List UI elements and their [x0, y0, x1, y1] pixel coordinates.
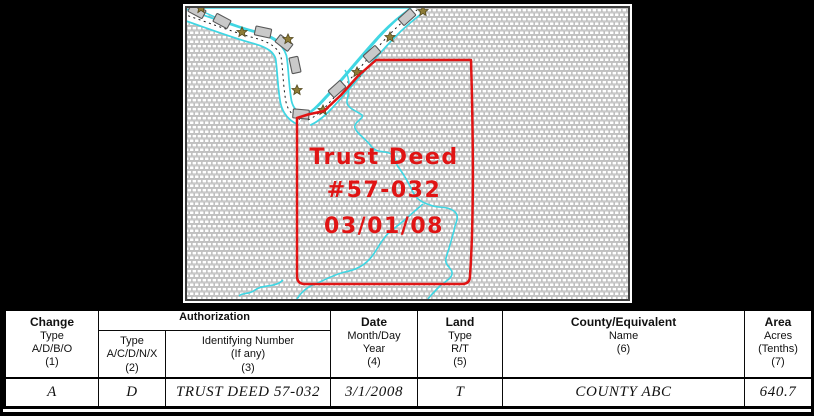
land-record-table: Change Type A/D/B/O (1) Authorization Da… [3, 308, 814, 409]
parcel-annotation: Trust Deed #57-032 03/01/08 [309, 145, 458, 239]
header-area-title: Area [764, 315, 792, 329]
annotation-line-3: 03/01/08 [324, 214, 444, 239]
header-auth-type: Type A/C/D/N/X (2) [98, 330, 166, 379]
header-land-type: Land Type R/T (5) [417, 309, 504, 379]
map-canvas: Trust Deed #57-032 03/01/08 [187, 8, 628, 299]
header-land-num: (5) [453, 356, 467, 369]
header-land-line3: R/T [451, 343, 469, 356]
header-county-name: County/Equivalent Name (6) [502, 309, 746, 379]
cell-date: 3/1/2008 [330, 377, 419, 408]
header-date: Date Month/Day Year (4) [330, 309, 419, 379]
header-county-num: (6) [616, 343, 631, 356]
map-figure: Trust Deed #57-032 03/01/08 [183, 4, 632, 303]
annotation-line-1: Trust Deed [309, 145, 458, 170]
terrain-pattern [187, 8, 628, 299]
header-auth-type-line2: A/C/D/N/X [106, 348, 158, 361]
header-change-line3: A/D/B/O [31, 343, 73, 356]
header-identifying-number: Identifying Number (If any) (3) [164, 330, 332, 379]
header-land-line2: Type [448, 329, 472, 342]
header-identifying-num: (3) [241, 361, 255, 374]
header-area: Area Acres (Tenths) (7) [744, 309, 814, 379]
road-centerline [187, 14, 302, 121]
header-change-line2: Type [40, 329, 64, 342]
header-area-line3: (Tenths) [758, 343, 798, 356]
header-date-title: Date [361, 315, 388, 329]
cell-auth-type: D [98, 377, 166, 408]
header-county-line2: Name [608, 329, 639, 342]
header-change-num: (1) [45, 356, 59, 369]
header-area-line2: Acres [763, 329, 793, 342]
record-row: A D TRUST DEED 57-032 3/1/2008 T COUNTY … [4, 377, 814, 408]
parcel-outline [295, 58, 474, 286]
cell-change-type: A [4, 377, 99, 408]
cell-identifying-number: TRUST DEED 57-032 [164, 377, 332, 408]
annotation-line-2: #57-032 [327, 178, 442, 203]
header-identifying-line2: (If any) [230, 348, 266, 361]
header-auth-type-line1: Type [120, 335, 144, 347]
header-county-title: County/Equivalent [570, 315, 677, 329]
header-date-line2: Month/Day [347, 329, 401, 342]
cell-land-type: T [417, 377, 504, 408]
header-authorization: Authorization [97, 309, 332, 331]
road-left [187, 8, 305, 126]
header-date-line3: Year [362, 343, 386, 356]
header-identifying-line1: Identifying Number [201, 335, 295, 347]
header-date-num: (4) [367, 356, 381, 369]
map-border: Trust Deed #57-032 03/01/08 [185, 6, 630, 301]
cell-county-name: COUNTY ABC [502, 377, 746, 408]
header-change-type: Change Type A/D/B/O (1) [4, 309, 99, 379]
land-record-table-wrap: Change Type A/D/B/O (1) Authorization Da… [3, 308, 814, 412]
cell-area-acres: 640.7 [744, 377, 814, 408]
header-auth-type-num: (2) [125, 361, 139, 374]
header-land-title: Land [445, 315, 475, 329]
header-change-title: Change [29, 315, 74, 329]
header-area-num: (7) [771, 356, 785, 369]
